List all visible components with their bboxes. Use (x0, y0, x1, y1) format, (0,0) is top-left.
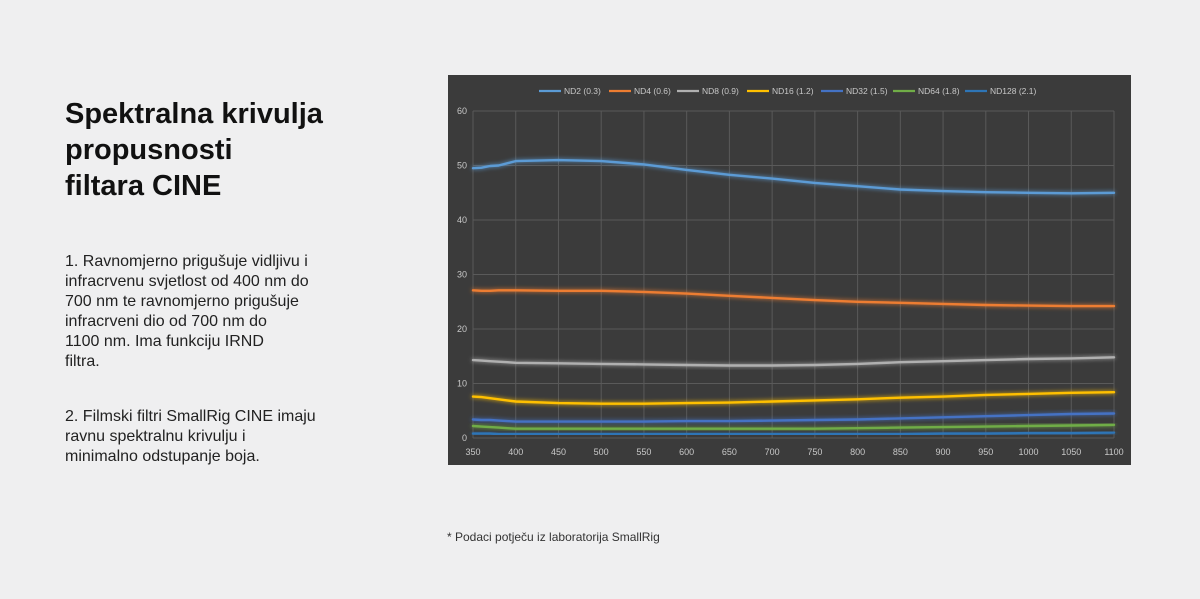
series-line (471, 158, 1116, 195)
legend-label: ND4 (0.6) (634, 86, 671, 96)
series-line (471, 431, 1116, 436)
paragraph-line: filtra. (65, 353, 100, 370)
paragraph-line: 2. Filmski filtri SmallRig CINE imaju (65, 408, 316, 425)
x-tick-label: 400 (508, 447, 523, 457)
y-tick-label: 10 (457, 379, 467, 389)
legend-label: ND32 (1.5) (846, 86, 888, 96)
x-tick-label: 600 (679, 447, 694, 457)
x-tick-label: 650 (722, 447, 737, 457)
title-line: Spektralna krivulja (65, 98, 323, 130)
chart-panel: 0 10 20 30 40 50 60 350 400 450 500 550 600 650 700 750… (448, 75, 1131, 465)
x-tick-label: 550 (636, 447, 651, 457)
paragraph-line: infracrvenu svjetlost od 400 nm do (65, 273, 309, 290)
spectral-chart: 0 10 20 30 40 50 60 350 400 450 500 550 600 650 700 750… (457, 86, 1124, 457)
series-line (471, 423, 1116, 430)
x-tick-label: 950 (978, 447, 993, 457)
series-line (471, 356, 1116, 367)
legend-label: ND2 (0.3) (564, 86, 601, 96)
y-tick-label: 60 (457, 106, 467, 116)
x-tick-label: 800 (850, 447, 865, 457)
paragraph-1: 1. Ravnomjerno prigušuje vidljivu i infr… (65, 252, 370, 372)
paragraph-line: infracrveni dio od 700 nm do (65, 313, 267, 330)
footnote: * Podaci potječu iz laboratorija SmallRi… (447, 530, 660, 544)
series-line (471, 391, 1116, 405)
title-line: filtara CINE (65, 170, 222, 202)
x-tick-label: 1050 (1061, 447, 1081, 457)
x-tick-label: 900 (936, 447, 951, 457)
y-tick-label: 0 (462, 433, 467, 443)
series-line (471, 289, 1116, 308)
legend-label: ND128 (2.1) (990, 86, 1036, 96)
paragraph-line: minimalno odstupanje boja. (65, 448, 260, 465)
series-line (471, 412, 1116, 423)
paragraph-line: 1100 nm. Ima funkciju IRND (65, 333, 264, 350)
x-tick-label: 750 (807, 447, 822, 457)
paragraph-line: 1. Ravnomjerno prigušuje vidljivu i (65, 253, 308, 270)
title-line: propusnosti (65, 134, 233, 166)
x-tick-label: 350 (465, 447, 480, 457)
paragraph-line: ravnu spektralnu krivulju i (65, 428, 246, 445)
x-tick-label: 700 (765, 447, 780, 457)
x-tick-label: 850 (893, 447, 908, 457)
page-title: Spektralna krivulja propusnosti filtara … (65, 96, 425, 204)
legend-label: ND16 (1.2) (772, 86, 814, 96)
y-tick-label: 50 (457, 161, 467, 171)
y-tick-label: 20 (457, 324, 467, 334)
y-tick-label: 40 (457, 215, 467, 225)
x-tick-label: 500 (594, 447, 609, 457)
x-tick-label: 450 (551, 447, 566, 457)
legend-label: ND8 (0.9) (702, 86, 739, 96)
y-tick-label: 30 (457, 270, 467, 280)
paragraph-line: 700 nm te ravnomjerno prigušuje (65, 293, 299, 310)
x-tick-label: 1000 (1019, 447, 1039, 457)
legend-label: ND64 (1.8) (918, 86, 960, 96)
x-tick-label: 1100 (1104, 447, 1123, 457)
paragraph-2: 2. Filmski filtri SmallRig CINE imaju ra… (65, 407, 370, 467)
